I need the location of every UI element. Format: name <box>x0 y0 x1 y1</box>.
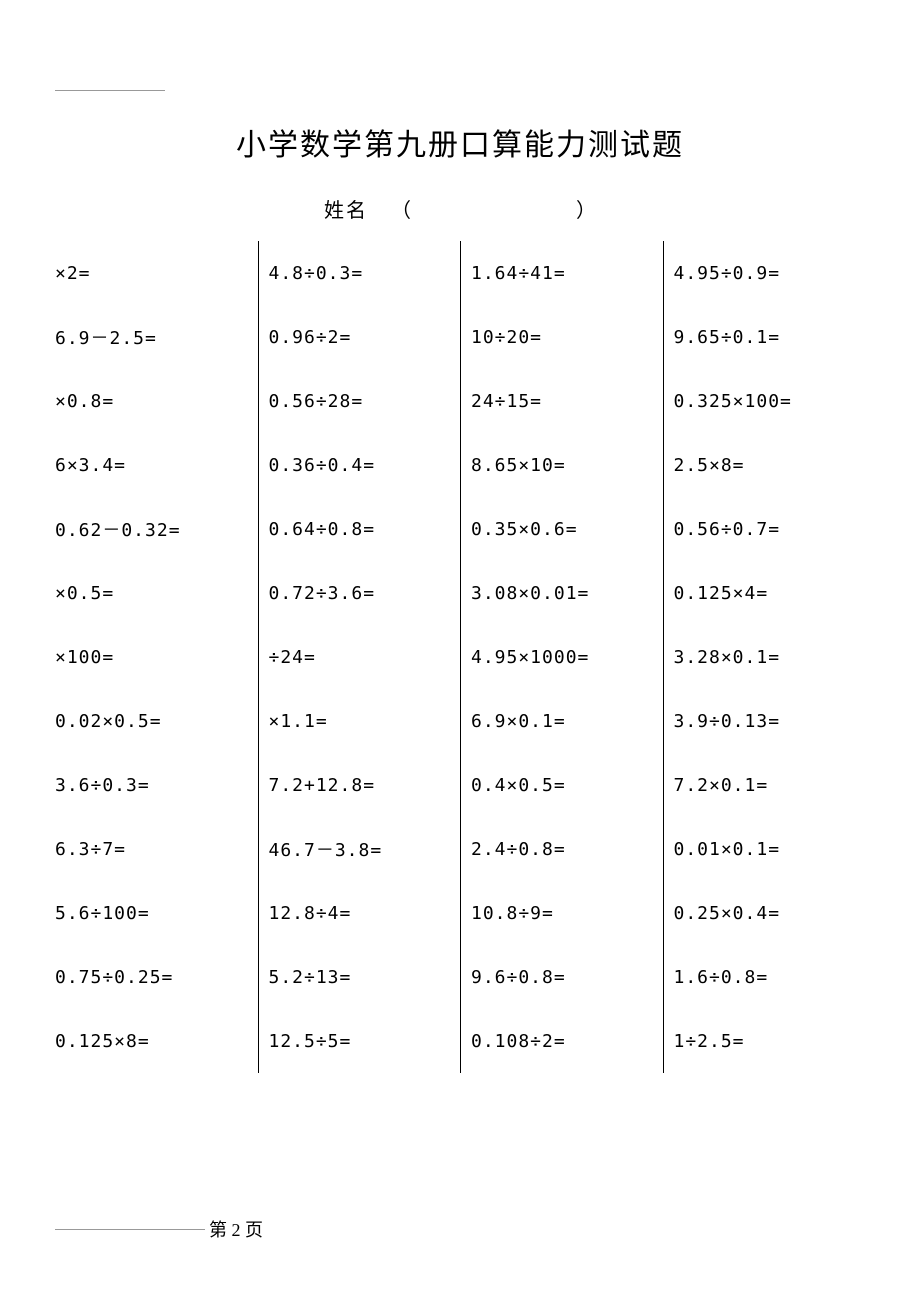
problem-cell: 4.95÷0.9= <box>663 241 866 305</box>
problem-cell: ×0.5= <box>55 561 258 625</box>
problem-cell: 0.75÷0.25= <box>55 945 258 1009</box>
problem-cell: 0.325×100= <box>663 369 866 433</box>
problem-cell: 3.08×0.01= <box>460 561 663 625</box>
problem-cell: 6×3.4= <box>55 433 258 497</box>
name-line: 姓名 （ ） <box>55 194 865 223</box>
problem-cell: 0.01×0.1= <box>663 817 866 881</box>
problem-cell: 0.25×0.4= <box>663 881 866 945</box>
problem-cell: 0.4×0.5= <box>460 753 663 817</box>
problem-cell: 0.35×0.6= <box>460 497 663 561</box>
problem-cell: 1.64÷41= <box>460 241 663 305</box>
paren-open: （ <box>391 194 411 223</box>
problem-cell: 3.28×0.1= <box>663 625 866 689</box>
problem-cell: 0.62－0.32= <box>55 497 258 561</box>
page-footer: 第 2 页 <box>55 1216 263 1242</box>
problem-cell: 0.64÷0.8= <box>258 497 461 561</box>
problem-cell: 0.56÷0.7= <box>663 497 866 561</box>
problem-cell: 46.7－3.8= <box>258 817 461 881</box>
paren-close: ） <box>576 194 596 223</box>
problem-cell: ×1.1= <box>258 689 461 753</box>
problem-cell: 1.6÷0.8= <box>663 945 866 1009</box>
problem-cell: 9.65÷0.1= <box>663 305 866 369</box>
footer-rule <box>55 1229 205 1230</box>
problem-cell: 5.2÷13= <box>258 945 461 1009</box>
problem-cell: 4.8÷0.3= <box>258 241 461 305</box>
problems-grid: ×2=4.8÷0.3=1.64÷41=4.95÷0.9= 6.9－2.5=0.96… <box>55 241 865 1073</box>
name-label: 姓名 <box>324 200 368 222</box>
problem-cell: ÷24= <box>258 625 461 689</box>
problem-cell: 3.9÷0.13= <box>663 689 866 753</box>
problem-cell: 0.125×8= <box>55 1009 258 1073</box>
problem-cell: ×0.8= <box>55 369 258 433</box>
problem-cell: 6.9－2.5= <box>55 305 258 369</box>
problem-cell: 12.5÷5= <box>258 1009 461 1073</box>
problem-cell: 8.65×10= <box>460 433 663 497</box>
problem-cell: 3.6÷0.3= <box>55 753 258 817</box>
header-rule <box>55 90 165 91</box>
problem-cell: 12.8÷4= <box>258 881 461 945</box>
problem-cell: 24÷15= <box>460 369 663 433</box>
problem-cell: 0.36÷0.4= <box>258 433 461 497</box>
problem-cell: 0.02×0.5= <box>55 689 258 753</box>
problem-cell: 0.108÷2= <box>460 1009 663 1073</box>
problem-cell: 10.8÷9= <box>460 881 663 945</box>
page-title: 小学数学第九册口算能力测试题 <box>55 120 865 164</box>
problem-cell: 0.125×4= <box>663 561 866 625</box>
problem-cell: ×100= <box>55 625 258 689</box>
problem-cell: 2.4÷0.8= <box>460 817 663 881</box>
problem-cell: 2.5×8= <box>663 433 866 497</box>
problem-cell: 9.6÷0.8= <box>460 945 663 1009</box>
problem-cell: 6.3÷7= <box>55 817 258 881</box>
problem-cell: 0.56÷28= <box>258 369 461 433</box>
problem-cell: 7.2×0.1= <box>663 753 866 817</box>
problem-cell: 5.6÷100= <box>55 881 258 945</box>
problem-cell: 0.72÷3.6= <box>258 561 461 625</box>
page-number: 第 2 页 <box>209 1216 263 1242</box>
problem-cell: 7.2+12.8= <box>258 753 461 817</box>
problem-cell: 10÷20= <box>460 305 663 369</box>
problem-cell: 1÷2.5= <box>663 1009 866 1073</box>
problem-cell: 0.96÷2= <box>258 305 461 369</box>
problem-cell: ×2= <box>55 241 258 305</box>
problem-cell: 4.95×1000= <box>460 625 663 689</box>
problem-cell: 6.9×0.1= <box>460 689 663 753</box>
